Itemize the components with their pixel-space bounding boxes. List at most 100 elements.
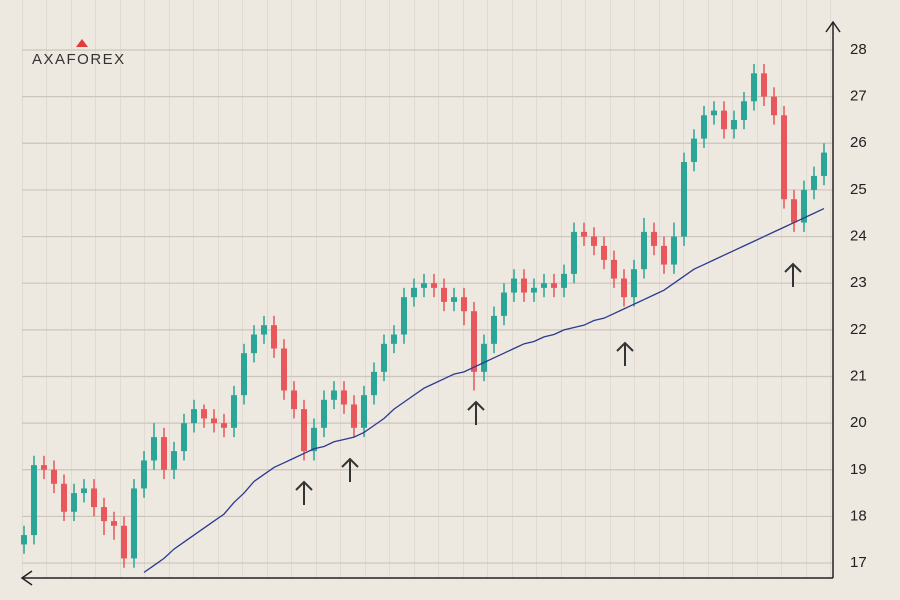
candle-body [281, 348, 287, 391]
arrow [784, 262, 802, 287]
y-tick-label: 22 [850, 321, 867, 338]
candle-body [481, 343, 487, 372]
candle-body [201, 409, 207, 419]
candle-body [621, 278, 627, 298]
candle-body [771, 96, 777, 116]
candle-body [501, 292, 507, 316]
y-tick-label: 18 [850, 507, 867, 524]
candle-body [371, 371, 377, 396]
candle-body [551, 283, 557, 288]
candle-body [101, 507, 107, 522]
candle-body [171, 451, 177, 470]
candle-body [741, 101, 747, 120]
candle-body [251, 334, 257, 354]
candle-body [651, 231, 657, 246]
candle-body [401, 297, 407, 335]
candle-body [581, 231, 587, 237]
candle-body [441, 287, 447, 302]
candle-body [41, 465, 47, 470]
candle-body [811, 175, 817, 190]
candle-body [31, 465, 37, 536]
candle-body [391, 334, 397, 344]
y-tick-label: 23 [850, 274, 867, 291]
candle-body [21, 535, 27, 545]
candle-body [411, 287, 417, 298]
candle-body [701, 115, 707, 139]
candle-body [151, 437, 157, 461]
candle-body [571, 231, 577, 274]
candle-body [121, 525, 127, 559]
logo: AXAFOREX [32, 51, 126, 68]
candle-body [231, 395, 237, 428]
y-tick-label: 25 [850, 181, 867, 198]
candle-body [301, 409, 307, 452]
candle-body [601, 245, 607, 260]
candle-body [351, 404, 357, 428]
candle-body [291, 390, 297, 410]
candle-body [561, 273, 567, 288]
candle-body [471, 311, 477, 372]
candle-body [491, 315, 497, 344]
candle-body [761, 73, 767, 97]
y-tick-label: 24 [850, 228, 867, 245]
candle-body [141, 460, 147, 489]
candle-body [801, 189, 807, 223]
logo-mark [76, 39, 88, 47]
y-tick-label: 28 [850, 41, 867, 58]
candle-body [451, 297, 457, 302]
candle-body [91, 488, 97, 508]
x-axis-arrow [20, 570, 33, 586]
candle-body [821, 152, 827, 176]
candle-body [181, 423, 187, 452]
candle-body [591, 236, 597, 246]
candle-body [381, 343, 387, 372]
candle-body [661, 245, 667, 265]
candle-body [521, 278, 527, 293]
arrow [341, 457, 359, 482]
y-tick-label: 21 [850, 367, 867, 384]
candle-body [241, 353, 247, 396]
candle-body [421, 283, 427, 288]
candle-body [161, 437, 167, 470]
candles [21, 63, 827, 573]
candle-body [681, 161, 687, 237]
candle-body [191, 409, 197, 424]
y-tick-label: 26 [850, 134, 867, 151]
y-axis-arrow [825, 20, 841, 33]
candle-body [361, 395, 367, 428]
candle-body [781, 115, 787, 200]
candle-body [211, 418, 217, 424]
candle-body [731, 119, 737, 130]
candle-body [641, 231, 647, 270]
arrow [467, 400, 485, 425]
candle-body [541, 283, 547, 288]
candle-body [81, 488, 87, 494]
y-tick-label: 17 [850, 554, 867, 571]
candle-body [51, 469, 57, 484]
candle-body [691, 138, 697, 162]
arrow [295, 480, 313, 505]
candle-body [461, 297, 467, 312]
candle-body [671, 236, 677, 265]
grid [22, 49, 833, 564]
candle-body [111, 521, 117, 526]
candle-body [261, 325, 267, 335]
candle-body [311, 427, 317, 452]
candle-body [341, 390, 347, 405]
candle-body [751, 73, 757, 102]
candle-body [131, 488, 137, 559]
arrow [616, 341, 634, 366]
candle-body [71, 493, 77, 512]
candle-body [271, 325, 277, 349]
candle-body [61, 483, 67, 512]
y-tick-label: 19 [850, 461, 867, 478]
candle-body [221, 423, 227, 428]
candle-body [531, 287, 537, 293]
y-tick-label: 27 [850, 88, 867, 105]
candle-body [611, 259, 617, 279]
moving-average [143, 207, 825, 573]
candle-body [711, 110, 717, 116]
y-tick-label: 20 [850, 414, 867, 431]
